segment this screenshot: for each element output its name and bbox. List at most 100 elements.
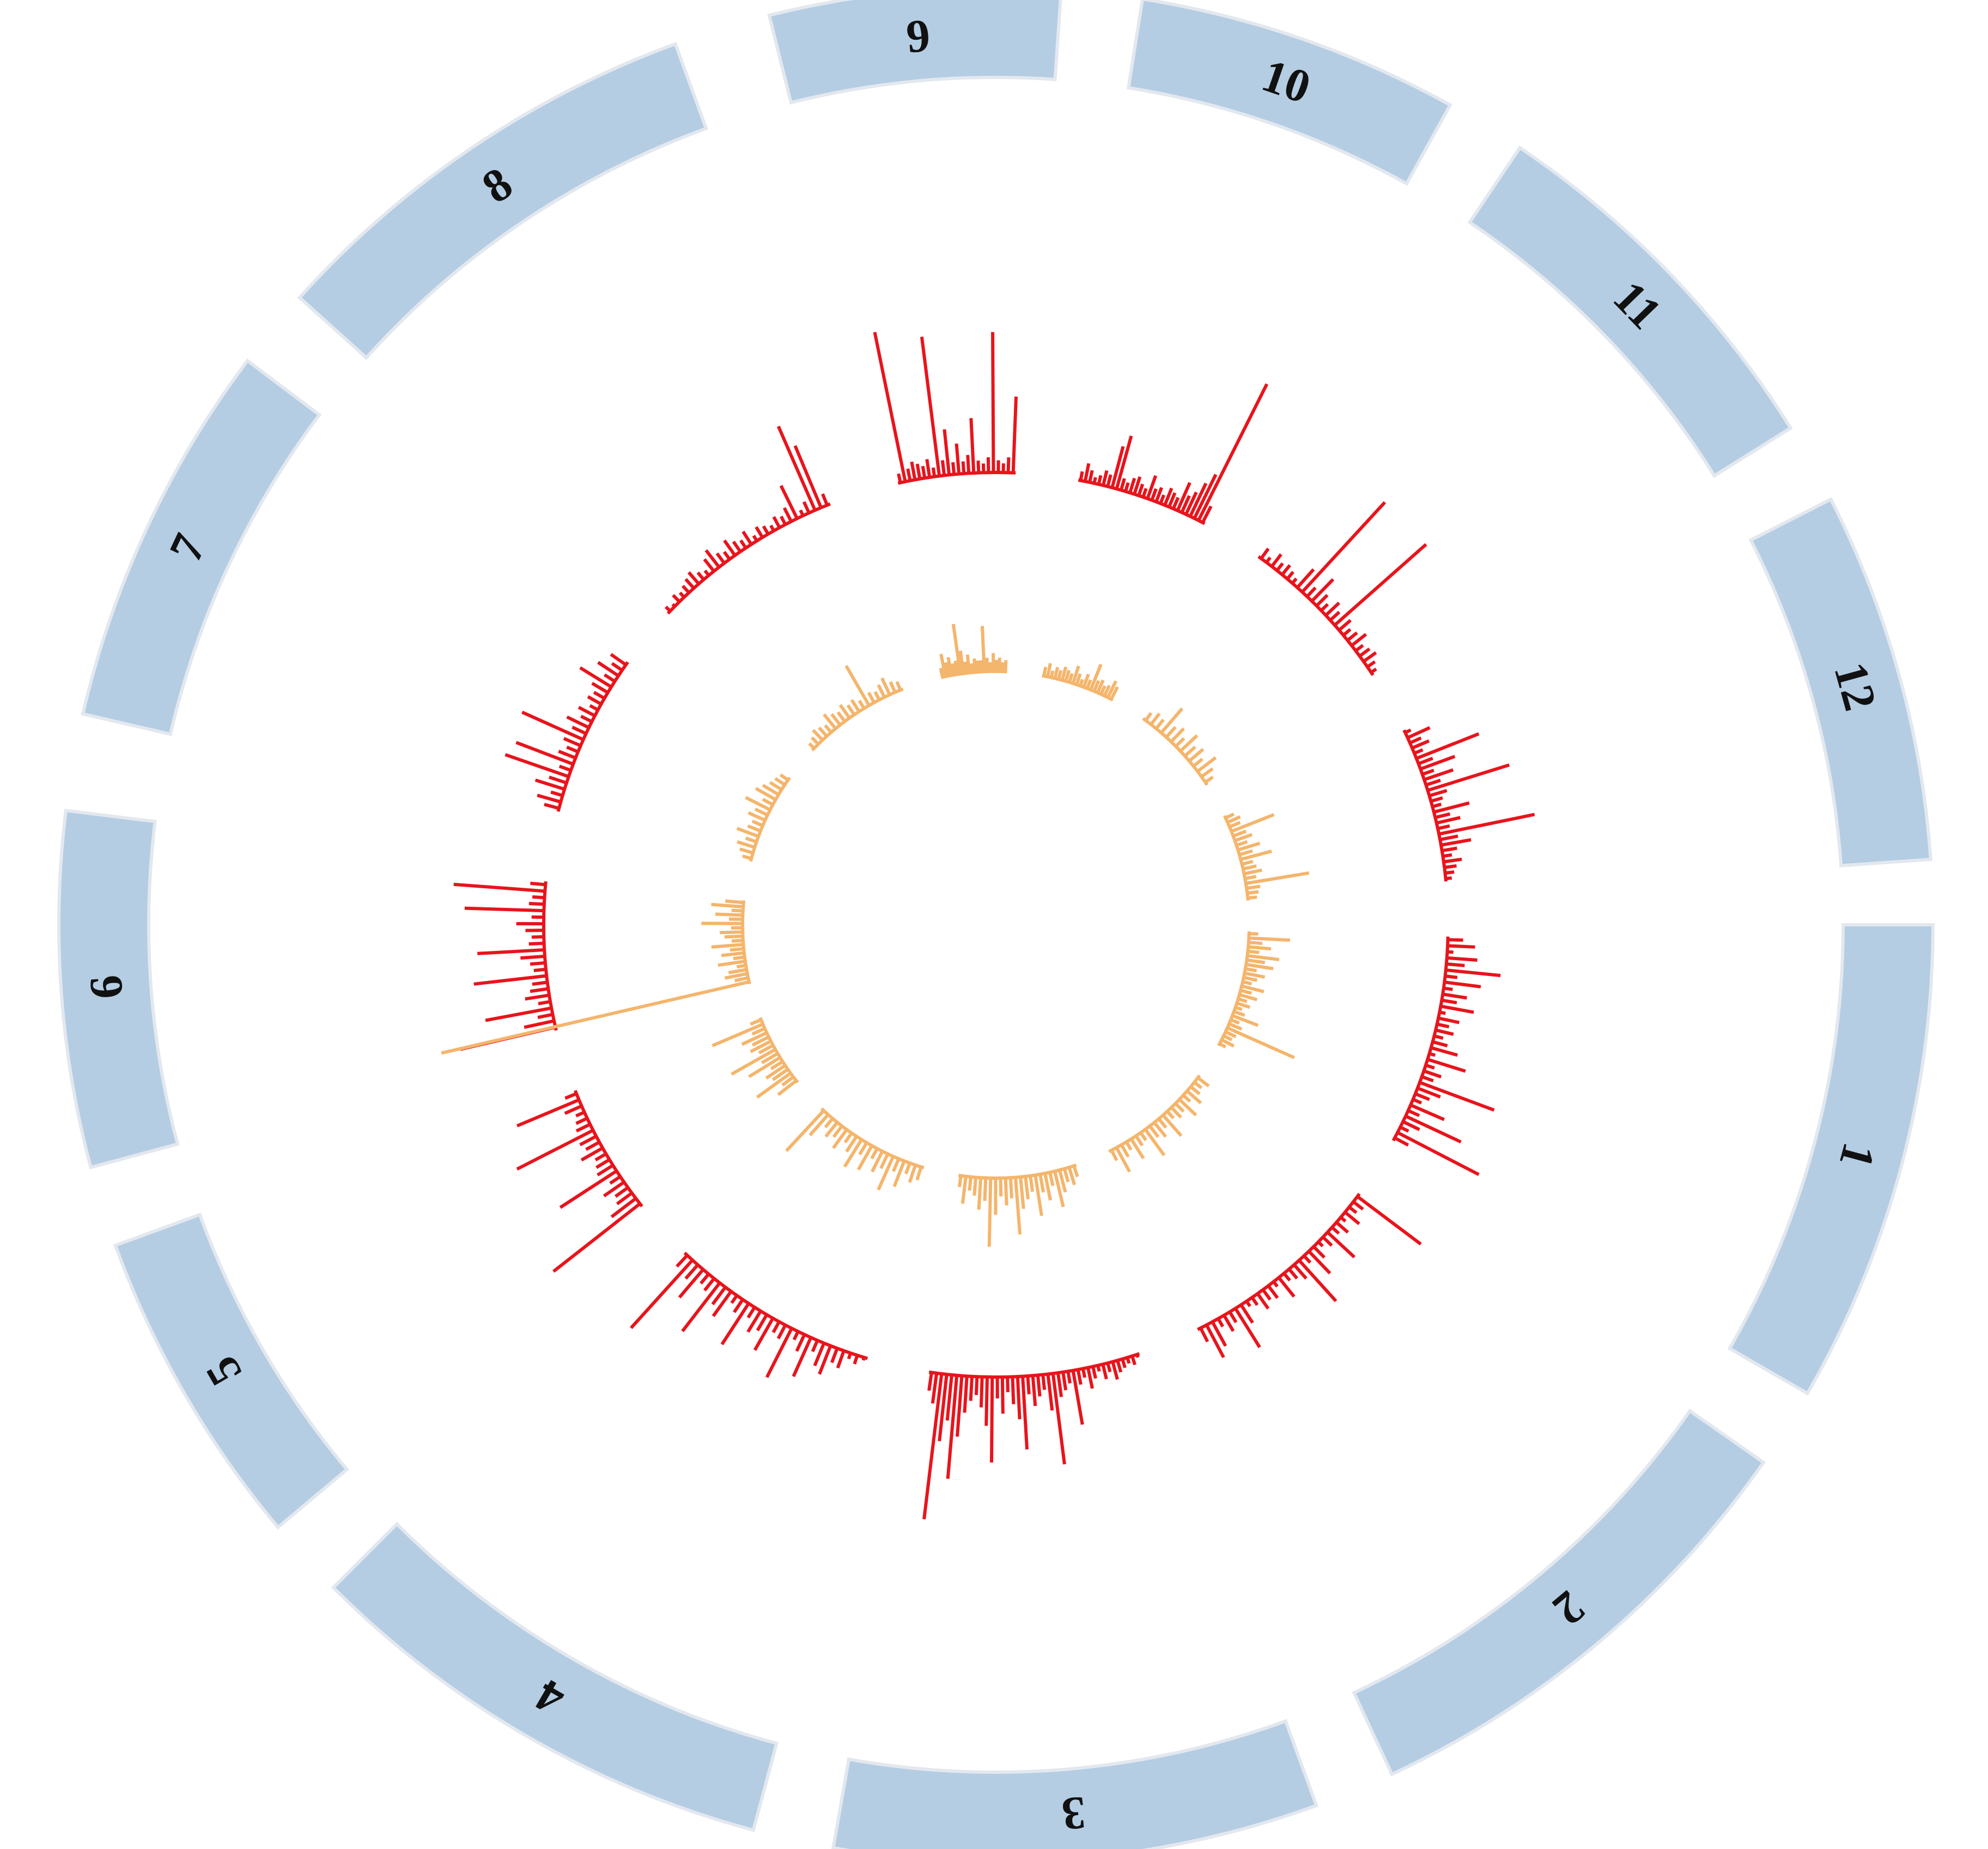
track-1-bar-chr11-15 <box>1333 543 1427 627</box>
track-1-bar-chr10-23 <box>1180 495 1191 513</box>
track-2-bar-chr7-5 <box>747 824 762 833</box>
track-1-bar-chr2-29 <box>1211 1321 1227 1347</box>
track-1-bar-chr1-1 <box>1447 944 1475 949</box>
track-1-bar-chr11-13 <box>1324 602 1341 617</box>
track-1-bar-chr7-1 <box>537 793 562 804</box>
track-1-bar-chr2-14 <box>1293 1263 1308 1280</box>
track-2-bar-chr12-11 <box>1242 864 1257 871</box>
track-1-bar-chr7-16 <box>589 704 599 712</box>
track-2-bar-chr1-0 <box>1249 932 1259 936</box>
track-1-bar-chr10-18 <box>1159 494 1166 505</box>
track-2-baseline-chr1 <box>1217 931 1251 1047</box>
track-1-bar-chr9-0 <box>897 473 902 483</box>
track-2-bar-chr3-12 <box>1013 1177 1022 1235</box>
track-2-bar-chr4-7 <box>871 1150 884 1173</box>
track-1-bar-chr8-6 <box>687 571 700 585</box>
track-2-bar-chr12-9 <box>1240 850 1272 861</box>
track-1-bar-chr12-24 <box>1443 857 1462 864</box>
track-1-bar-chr2-23 <box>1245 1300 1251 1307</box>
track-2-bar-chr11-3 <box>1160 707 1184 734</box>
track-1-bar-chr1-30 <box>1405 1114 1462 1144</box>
track-2-bar-chr3-2 <box>1062 1168 1070 1183</box>
track-1-bar-chr1-11 <box>1440 1004 1474 1014</box>
track-1-bar-chr11-17 <box>1342 628 1352 637</box>
track-1-bar-chr8-5 <box>684 578 695 590</box>
track-1-bar-chr11-11 <box>1315 593 1329 607</box>
track-1-bar-chr8-7 <box>696 571 706 581</box>
track-1-bar-chr6-22 <box>530 881 546 887</box>
track-1-bar-chr11-6 <box>1291 577 1298 585</box>
track-2-bar-chr12-1 <box>1227 815 1241 824</box>
track-1-bar-chr8-25 <box>799 509 805 517</box>
track-1-bar-chr4-25 <box>700 1273 710 1285</box>
track-2-bar-chr12-13 <box>1244 875 1257 881</box>
track-1-bar-chr12-20 <box>1439 834 1458 841</box>
track-1-bar-chr10-15 <box>1146 475 1158 500</box>
chromosome-block-6 <box>57 809 180 1169</box>
track-1-bar-chr7-10 <box>563 737 581 748</box>
track-1-bar-chr7-19 <box>591 682 609 694</box>
track-2-bar-chr1-17 <box>1235 1005 1243 1011</box>
track-2-baseline-chr5 <box>758 1017 799 1084</box>
track-2-bar-chr4-19 <box>785 1110 825 1153</box>
track-1-bar-chr4-15 <box>756 1313 768 1332</box>
track-1-bar-chr4-17 <box>746 1306 756 1319</box>
track-2-bar-chr10-11 <box>1082 674 1090 688</box>
track-1-bar-chr10-27 <box>1197 383 1269 522</box>
track-2-bar-chr4-0 <box>915 1166 923 1181</box>
track-2-bar-chr8-7 <box>836 711 846 723</box>
track-2-bar-chr12-8 <box>1239 849 1253 857</box>
track-2-bar-chr5-11 <box>751 1035 770 1047</box>
track-2-bar-chr6-1 <box>734 976 749 983</box>
track-2-bar-chr10-15 <box>1096 679 1105 694</box>
track-2-bar-chr12-5 <box>1234 833 1253 842</box>
track-2-bar-chr6-16 <box>715 912 743 917</box>
track-1-bar-chr10-16 <box>1150 488 1158 501</box>
track-1-bar-chr2-26 <box>1228 1311 1238 1324</box>
track-2-bar-chr4-1 <box>908 1164 917 1183</box>
chromosome-block-12 <box>1748 497 1933 868</box>
track-2-bar-chr1-21 <box>1228 1022 1243 1031</box>
track-1-bar-chr10-8 <box>1115 435 1133 489</box>
track-1-bar-chr1-0 <box>1448 938 1463 942</box>
track-2-bar-chr1-2 <box>1248 941 1263 945</box>
track-1-bar-chr11-16 <box>1338 619 1352 632</box>
track-2-bar-chr6-11 <box>724 934 743 939</box>
track-1-bar-chr3-11 <box>1081 1368 1087 1378</box>
track-2-bar-chr5-3 <box>771 1068 789 1081</box>
track-1-bar-chr4-22 <box>711 1286 727 1306</box>
track-1-bar-chr12-13 <box>1430 796 1443 803</box>
track-2-bar-chr5-10 <box>750 1039 772 1053</box>
track-2-bar-chr2-8 <box>1166 1110 1175 1119</box>
track-2-bar-chr8-3 <box>818 726 828 737</box>
track-1-bar-chr2-15 <box>1287 1268 1298 1280</box>
track-2-bar-chr11-12 <box>1200 767 1214 778</box>
track-2-bar-chr3-0 <box>1072 1165 1079 1178</box>
track-1-bar-chr6-13 <box>528 942 544 946</box>
track-2-bar-chr8-5 <box>823 713 837 730</box>
track-2-bar-chr12-7 <box>1237 841 1261 852</box>
track-1-bar-chr7-23 <box>611 662 623 672</box>
track-2-bar-chr10-5 <box>1060 666 1068 681</box>
track-1-bar-chr8-9 <box>703 558 715 573</box>
track-1-bar-chr12-8 <box>1421 768 1434 776</box>
track-2-bar-chr1-16 <box>1236 1001 1251 1009</box>
track-2-bar-chr10-14 <box>1092 680 1101 692</box>
track-1-bar-chr7-20 <box>579 666 612 689</box>
track-1-bar-chr3-20 <box>1036 1375 1042 1397</box>
track-2-bar-chr5-9 <box>758 1044 774 1054</box>
track-1-bar-chr11-18 <box>1346 631 1358 642</box>
track-2-bar-chr3-6 <box>1043 1173 1052 1201</box>
track-1-bar-chr5-10 <box>580 1147 604 1162</box>
track-1-bar-chr2-2 <box>1348 1205 1358 1214</box>
track-1-bar-chr3-21 <box>1031 1375 1037 1407</box>
track-2-bar-chr6-18 <box>711 902 744 908</box>
track-1-bar-chr4-21 <box>712 1290 733 1317</box>
track-2-bar-chr10-0 <box>1042 666 1048 676</box>
track-1-bar-chr6-6 <box>530 987 549 993</box>
track-2-bar-chr1-7 <box>1245 962 1274 971</box>
track-1-bar-chr6-11 <box>520 954 545 960</box>
track-1-baseline-chr1 <box>1391 936 1450 1142</box>
